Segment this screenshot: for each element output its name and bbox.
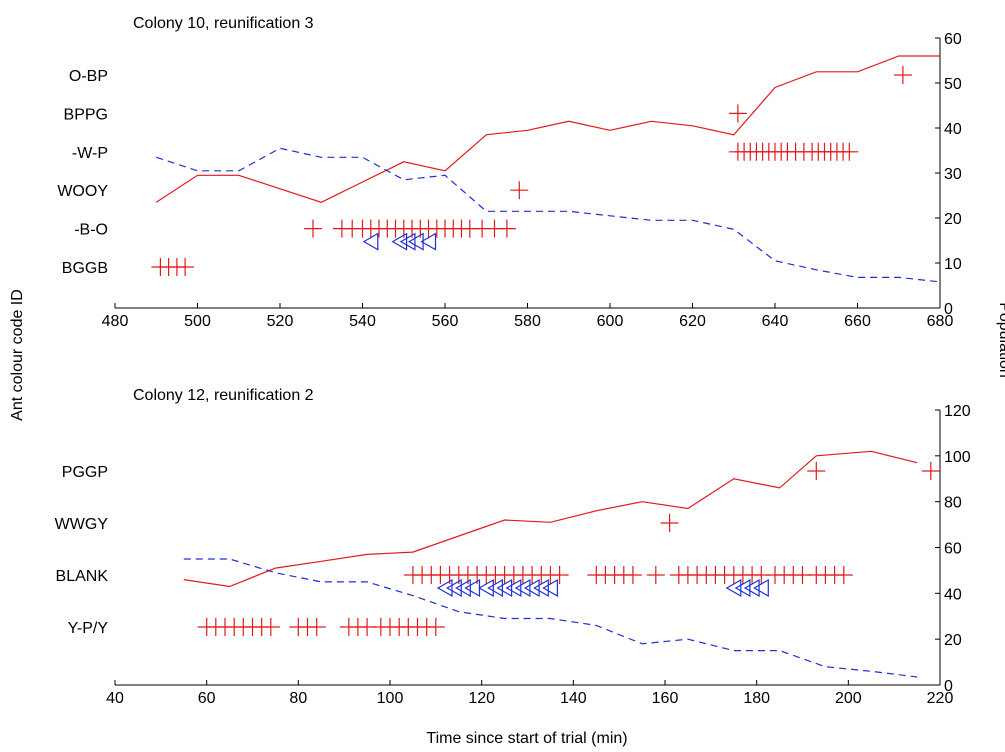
x-tick-label: 100 [377,690,404,707]
y-right-tick-label: 80 [944,495,962,512]
y-right-tick-label: 60 [944,31,962,48]
triangle-marker [436,578,453,598]
category-label: BGGB [62,260,108,277]
triangle-marker [407,232,424,251]
plus-marker [840,142,859,161]
x-tick-label: 140 [560,690,587,707]
plus-marker [834,566,853,584]
x-tick-label: 60 [198,690,216,707]
y-right-tick-label: 10 [944,256,962,273]
triangle-marker [362,232,379,251]
triangle-marker [725,578,742,598]
x-axis-label: Time since start of trial (min) [426,730,627,747]
x-tick-label: 180 [743,690,770,707]
category-label: -B-O [74,222,108,239]
x-tick-label: 500 [184,313,211,330]
category-label: BPPG [64,106,108,123]
y-right-tick-label: 100 [944,449,971,466]
category-label: WOOY [57,183,108,200]
panel-title: Colony 12, reunification 2 [133,387,314,404]
y-right-tick-label: 60 [944,541,962,558]
triangle-marker [391,232,408,251]
category-label: -W-P [72,145,108,162]
plus-marker [176,258,195,276]
x-tick-label: 220 [927,690,954,707]
x-tick-label: 600 [597,313,624,330]
plus-marker [807,462,826,480]
x-tick-label: 120 [468,690,495,707]
category-label: PGGP [62,464,108,481]
x-tick-label: 80 [289,690,307,707]
triangle-marker [523,578,540,598]
triangle-marker [542,578,558,598]
x-tick-label: 480 [102,313,129,330]
y-right-tick-label: 20 [944,211,962,228]
y-left-axis-label: Ant colour code ID [9,289,26,421]
y-right-axis-label: Population [996,302,1005,378]
series-line-dashed [156,147,941,283]
triangle-marker [478,578,494,598]
triangle-marker [505,578,522,598]
plus-marker [623,566,642,584]
x-tick-label: 40 [106,690,124,707]
x-tick-label: 620 [679,313,706,330]
x-tick-label: 580 [514,313,541,330]
y-right-tick-label: 40 [944,121,962,138]
triangle-marker [514,578,531,598]
triangle-marker [753,578,769,598]
plus-marker [921,462,940,480]
series-line-solid [183,450,918,588]
plus-marker [497,219,516,238]
plus-marker [426,618,445,636]
triangle-marker [455,578,471,598]
plus-marker [660,514,679,532]
category-label: WWGY [55,516,109,533]
triangle-marker [420,232,437,251]
panel-colony-12: Colony 12, reunification 2 40 60 80 100 120 14… [55,387,971,707]
plus-marker [728,104,747,123]
y-right-tick-label: 120 [944,403,971,420]
plus-marker [550,566,569,584]
triangle-marker [496,578,513,598]
plus-marker [304,219,322,238]
triangle-marker [533,578,549,598]
x-tick-label: 160 [652,690,679,707]
y-right-tick-label: 20 [944,632,962,649]
plus-marker [307,618,326,636]
series-line-dashed [183,558,918,678]
y-right-tick-label: 30 [944,166,962,183]
x-tick-label: 640 [762,313,789,330]
y-right-tick-label: 0 [944,301,953,318]
category-label: BLANK [56,568,109,585]
triangle-marker [734,578,751,598]
triangle-marker [743,578,760,598]
x-tick-label: 680 [927,313,954,330]
x-tick-label: 660 [844,313,871,330]
x-tick-label: 200 [835,690,862,707]
triangle-marker [399,232,416,251]
y-right-tick-label: 0 [944,678,953,695]
category-label: O-BP [69,68,108,85]
triangle-marker [487,578,503,598]
plus-marker [261,618,280,636]
series-line-solid [155,55,940,203]
y-right-tick-label: 50 [944,76,962,93]
plus-marker [510,181,529,200]
y-right-tick-label: 40 [944,586,962,603]
category-label: Y-P/Y [68,620,109,637]
x-tick-label: 540 [349,313,376,330]
triangle-marker [445,578,462,598]
plus-marker [646,566,665,584]
x-tick-label: 520 [267,313,294,330]
x-tick-label: 560 [432,313,459,330]
plus-marker [893,66,912,84]
panel-title: Colony 10, reunification 3 [133,15,314,32]
